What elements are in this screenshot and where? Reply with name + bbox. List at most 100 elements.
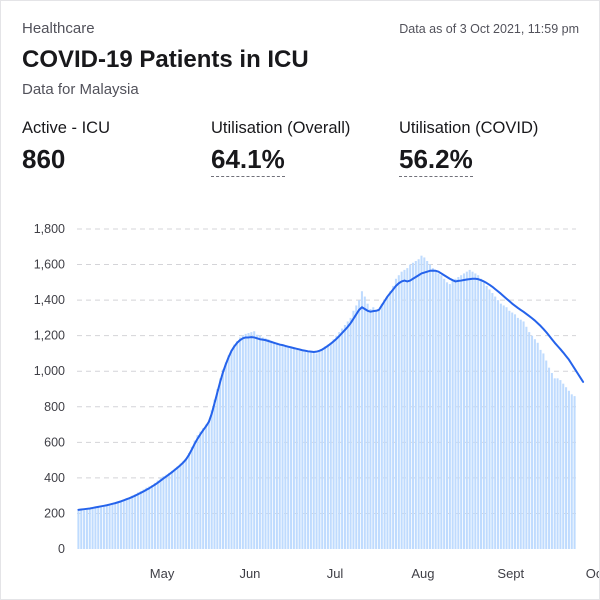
page-subtitle: Data for Malaysia	[22, 81, 139, 98]
bar	[148, 486, 151, 549]
stat-label: Utilisation (COVID)	[399, 119, 539, 137]
bar	[448, 284, 451, 549]
bar	[355, 305, 358, 549]
stat-value-tooltip-trigger[interactable]: 56.2%	[399, 144, 473, 177]
line-layer	[77, 269, 585, 511]
bar	[270, 341, 273, 549]
bar	[550, 373, 553, 549]
bar	[145, 487, 148, 549]
bar	[224, 362, 227, 549]
bar	[236, 341, 239, 549]
bar	[451, 280, 454, 549]
bar	[187, 453, 191, 549]
bar	[397, 275, 400, 549]
y-tick-label: 600	[44, 435, 65, 449]
stat-label: Utilisation (Overall)	[211, 119, 351, 137]
bar	[233, 344, 236, 549]
y-tick-label: 1,200	[34, 329, 65, 343]
series-line-7-day-average	[77, 269, 585, 511]
bar	[542, 353, 545, 549]
bar	[119, 501, 122, 549]
bar	[199, 431, 202, 549]
bar	[423, 257, 426, 549]
axis-layer: 0 200 400 600 800 1,000 1,200 1,400 1,600 1,800 Ma…	[34, 222, 599, 581]
bar	[352, 310, 355, 549]
bar	[380, 303, 383, 549]
x-tick-label: Oct	[586, 566, 599, 581]
bar	[105, 505, 108, 549]
bar	[312, 353, 315, 549]
bar	[511, 312, 514, 549]
bar	[338, 332, 341, 549]
bar	[514, 314, 517, 549]
category-label: Healthcare	[22, 20, 95, 37]
bar	[162, 476, 165, 549]
y-tick-label: 1,000	[34, 364, 65, 378]
bar	[414, 261, 417, 549]
stat-utilisation-overall[interactable]: Utilisation (Overall) 64.1%	[211, 119, 350, 177]
stat-utilisation-covid[interactable]: Utilisation (COVID) 56.2%	[399, 119, 538, 177]
bar	[114, 503, 117, 549]
bar	[508, 310, 511, 549]
bar	[219, 378, 222, 549]
y-tick-label: 0	[58, 542, 65, 556]
bar	[85, 509, 88, 549]
bar	[221, 369, 225, 549]
bar	[358, 300, 361, 549]
bar	[77, 510, 80, 549]
bar	[94, 507, 97, 549]
bar	[400, 271, 403, 549]
bar	[479, 278, 483, 549]
bar	[556, 378, 559, 549]
bar	[190, 446, 193, 549]
bar	[341, 328, 344, 549]
bar	[539, 349, 542, 549]
bar	[193, 440, 196, 549]
bar	[239, 337, 242, 549]
y-tick-label: 1,600	[34, 258, 65, 272]
bar	[139, 491, 142, 549]
bar	[88, 508, 91, 549]
bar	[159, 477, 162, 549]
bar	[562, 383, 565, 549]
bar	[343, 325, 346, 549]
bar	[170, 470, 174, 549]
bar	[258, 335, 261, 549]
bar	[264, 338, 267, 549]
bar	[417, 259, 420, 549]
data-timestamp: Data as of 3 Oct 2021, 11:59 pm	[399, 22, 579, 36]
bar	[559, 380, 562, 549]
bar	[474, 273, 477, 549]
bar	[443, 278, 446, 549]
icu-chart[interactable]: 0 200 400 600 800 1,000 1,200 1,400 1,600 1,800 Ma…	[1, 201, 599, 599]
bar	[531, 335, 534, 549]
stat-value-tooltip-trigger[interactable]: 64.1%	[211, 144, 285, 177]
stat-value: 860	[22, 144, 66, 174]
bar	[213, 399, 216, 549]
bar	[372, 307, 375, 549]
bar	[553, 378, 556, 549]
bar	[326, 344, 329, 549]
bar	[519, 319, 522, 549]
bar	[315, 353, 318, 549]
bar	[151, 485, 154, 549]
bar	[304, 352, 307, 549]
bar	[505, 307, 508, 549]
bar	[445, 282, 449, 549]
stat-label: Active - ICU	[22, 119, 111, 137]
bar	[411, 262, 414, 549]
bar	[462, 273, 466, 549]
bar	[179, 463, 182, 549]
bar	[185, 458, 188, 549]
bar	[102, 506, 105, 549]
bar	[332, 339, 335, 549]
bar	[375, 310, 378, 549]
bar	[426, 261, 429, 549]
bar	[516, 317, 519, 549]
x-tick-label: Jul	[327, 566, 344, 581]
bar	[100, 506, 103, 549]
bar	[196, 435, 199, 549]
bar	[111, 503, 114, 549]
bar	[570, 394, 573, 549]
